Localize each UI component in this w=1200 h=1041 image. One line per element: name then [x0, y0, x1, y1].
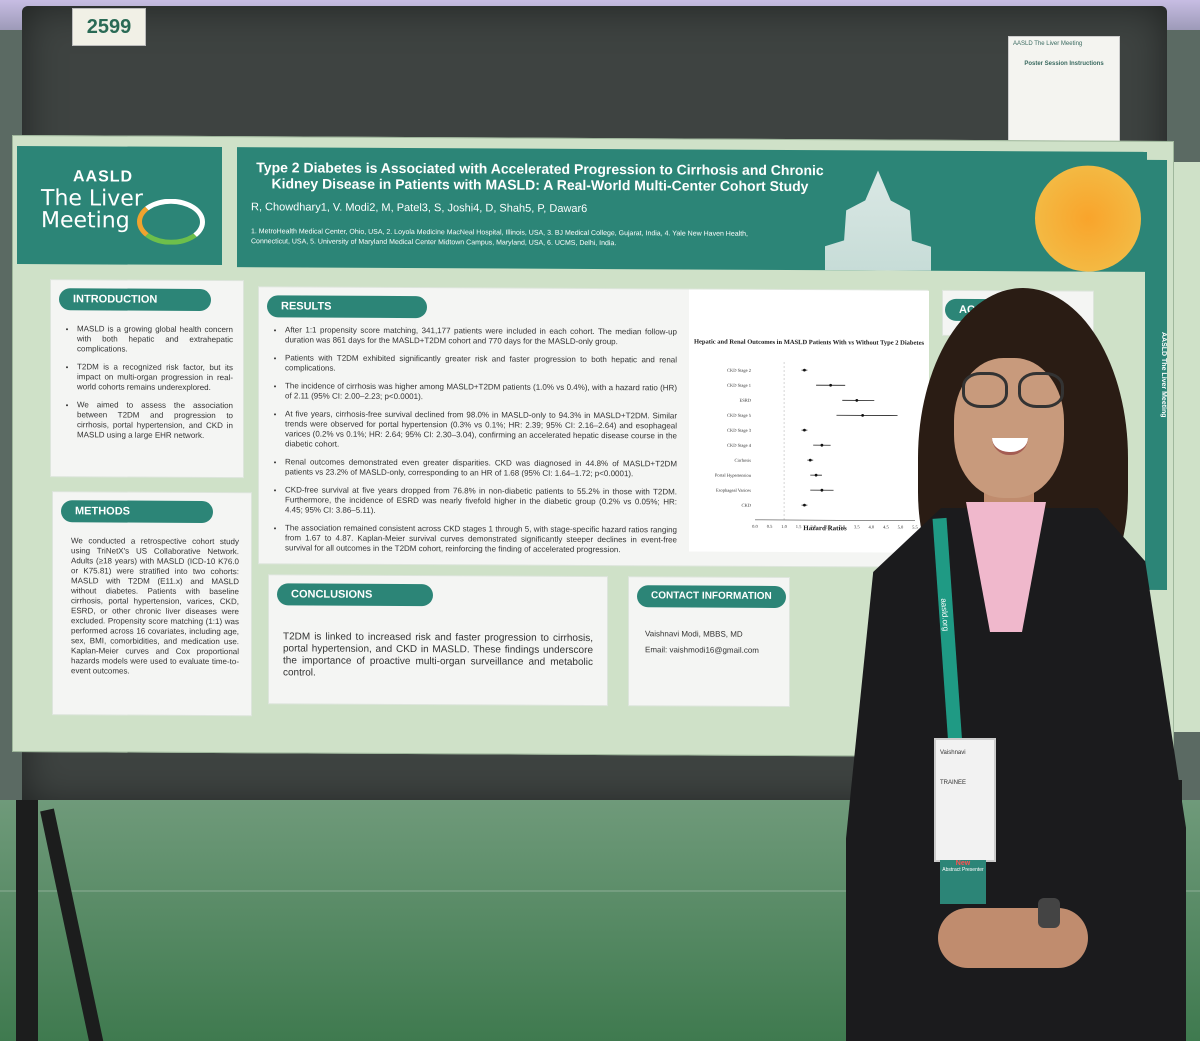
conclusions-text: T2DM is linked to increased risk and fas…	[283, 631, 593, 679]
y-tick-label: CKD Stage 3	[727, 428, 752, 433]
x-tick-label: 3.0	[839, 524, 845, 529]
data-point	[820, 443, 824, 447]
results-bullet: Patients with T2DM exhibited significant…	[285, 353, 677, 375]
lanyard-text: aasld.org	[939, 597, 951, 632]
contact-heading: CONTACT INFORMATION	[637, 585, 786, 609]
aasld-logo: AASLD The Liver Meeting	[17, 145, 222, 266]
presenter: aasld.org Vaishnavi TRAINEE New Abstract…	[838, 288, 1200, 1041]
badge-ribbon-new: New	[955, 860, 971, 867]
x-tick-label: 0.5	[767, 524, 773, 529]
results-bullet: Renal outcomes demonstrated even greater…	[285, 457, 677, 479]
board-number: 2599	[72, 8, 146, 46]
y-tick-label: CKD Stage 2	[727, 368, 751, 373]
introduction-text: MASLD is a growing global health concern…	[65, 324, 233, 449]
y-tick-label: Esophageal Varices	[716, 488, 751, 493]
logo-org: AASLD	[73, 168, 134, 186]
introduction-bullet: T2DM is a recognized risk factor, but it…	[77, 362, 233, 393]
poster-title: Type 2 Diabetes is Associated with Accel…	[256, 159, 824, 195]
badge-ribbon: New Abstract Presenter	[940, 860, 986, 904]
data-point	[803, 503, 806, 507]
conclusions-panel: CONCLUSIONS T2DM is linked to increased …	[269, 575, 607, 706]
poster-header: Type 2 Diabetes is Associated with Accel…	[237, 147, 1147, 272]
session-instructions-sheet: AASLD The Liver Meeting Poster Session I…	[1008, 36, 1120, 154]
board-leg-left	[16, 800, 38, 1041]
contact-email: Email: vaishmodi16@gmail.com	[645, 645, 759, 655]
x-tick-label: 5.5	[912, 525, 918, 530]
conclusions-heading: CONCLUSIONS	[277, 583, 433, 607]
poster-affiliations: 1. MetroHealth Medical Center, Ohio, USA…	[251, 228, 748, 248]
methods-panel: METHODS We conducted a retrospective coh…	[53, 492, 251, 716]
contact-panel: CONTACT INFORMATION Vaishnavi Modi, MBBS…	[629, 577, 789, 707]
x-tick-label: 2.0	[810, 524, 816, 529]
presenter-smile	[992, 438, 1028, 455]
contact-name: Vaishnavi Modi, MBBS, MD	[645, 629, 743, 639]
logo-ring-icon	[137, 198, 205, 245]
logo-name: The Liver Meeting	[41, 186, 143, 234]
results-bullet: CKD-free survival at five years dropped …	[285, 485, 677, 517]
y-tick-label: Cirrhosis	[734, 458, 751, 463]
poster-authors: R, Chowdhary1, V. Modi2, M, Patel3, S, J…	[251, 201, 588, 215]
neighbor-poster	[1172, 162, 1200, 732]
results-bullet: At five years, cirrhosis-free survival d…	[285, 409, 677, 451]
data-point	[808, 458, 812, 462]
results-bullet: The incidence of cirrhosis was higher am…	[285, 381, 677, 403]
results-heading: RESULTS	[267, 295, 427, 319]
chart-title: Hepatic and Renal Outcomes in MASLD Pati…	[694, 339, 925, 347]
results-bullet: After 1:1 propensity score matching, 341…	[285, 325, 677, 347]
chart-x-axis-label: Hazard Ratios	[803, 524, 847, 532]
introduction-panel: INTRODUCTION MASLD is a growing global h…	[51, 280, 243, 478]
sun-graphic	[1035, 165, 1141, 272]
x-axis	[755, 519, 915, 521]
instructions-title: Poster Session Instructions	[1024, 61, 1104, 67]
y-tick-label: CKD Stage 4	[727, 443, 752, 448]
glasses-left-lens	[962, 372, 1008, 408]
badge-ribbon-text: Abstract Presenter	[942, 867, 984, 873]
y-tick-label: ESRD	[739, 398, 751, 403]
name-badge: Vaishnavi TRAINEE New Abstract Presenter	[934, 738, 996, 904]
badge-name: Vaishnavi	[940, 750, 966, 756]
x-tick-label: 0.0	[752, 524, 758, 529]
results-text: After 1:1 propensity score matching, 341…	[273, 325, 677, 563]
poster: AASLD The Liver Meeting Type 2 Diabetes i…	[12, 134, 1174, 759]
logo-name-line2: Meeting	[41, 208, 130, 234]
data-point	[829, 383, 833, 387]
x-tick-label: 4.0	[869, 524, 875, 529]
watch-icon	[1038, 898, 1060, 928]
x-tick-label: 5.0	[898, 525, 904, 530]
introduction-bullet: We aimed to assess the association betwe…	[77, 400, 233, 441]
presenter-hands	[938, 908, 1088, 968]
x-tick-label: 1.0	[781, 524, 787, 529]
data-point	[855, 398, 859, 402]
data-point	[861, 414, 865, 417]
badge-role: TRAINEE	[940, 780, 967, 786]
y-tick-label: CKD Stage 5	[727, 413, 752, 418]
methods-text: We conducted a retrospective cohort stud…	[71, 536, 239, 676]
glasses-right-lens	[1018, 372, 1064, 408]
forest-plot: Hepatic and Renal Outcomes in MASLD Pati…	[689, 289, 929, 553]
y-tick-label: Portal Hypertension	[715, 473, 752, 478]
data-point	[820, 488, 824, 492]
x-tick-label: 3.5	[854, 524, 860, 529]
x-tick-label: 4.5	[883, 525, 889, 530]
introduction-bullet: MASLD is a growing global health concern…	[77, 324, 233, 355]
instructions-logo: AASLD The Liver Meeting	[1013, 41, 1083, 47]
forest-plot-svg: Hepatic and Renal Outcomes in MASLD Pati…	[694, 339, 925, 533]
results-bullet: The association remained consistent acro…	[285, 523, 677, 555]
x-tick-label: 1.5	[796, 524, 802, 529]
methods-heading: METHODS	[61, 500, 213, 524]
capitol-dome-graphic	[825, 170, 931, 271]
y-tick-label: CKD	[741, 503, 751, 508]
floor-seam	[0, 890, 1200, 892]
data-point	[803, 428, 806, 432]
y-tick-label: CKD Stage 1	[727, 383, 751, 388]
data-point	[814, 473, 818, 477]
data-point	[803, 368, 806, 372]
introduction-heading: INTRODUCTION	[59, 288, 211, 311]
x-tick-label: 2.5	[825, 524, 831, 529]
